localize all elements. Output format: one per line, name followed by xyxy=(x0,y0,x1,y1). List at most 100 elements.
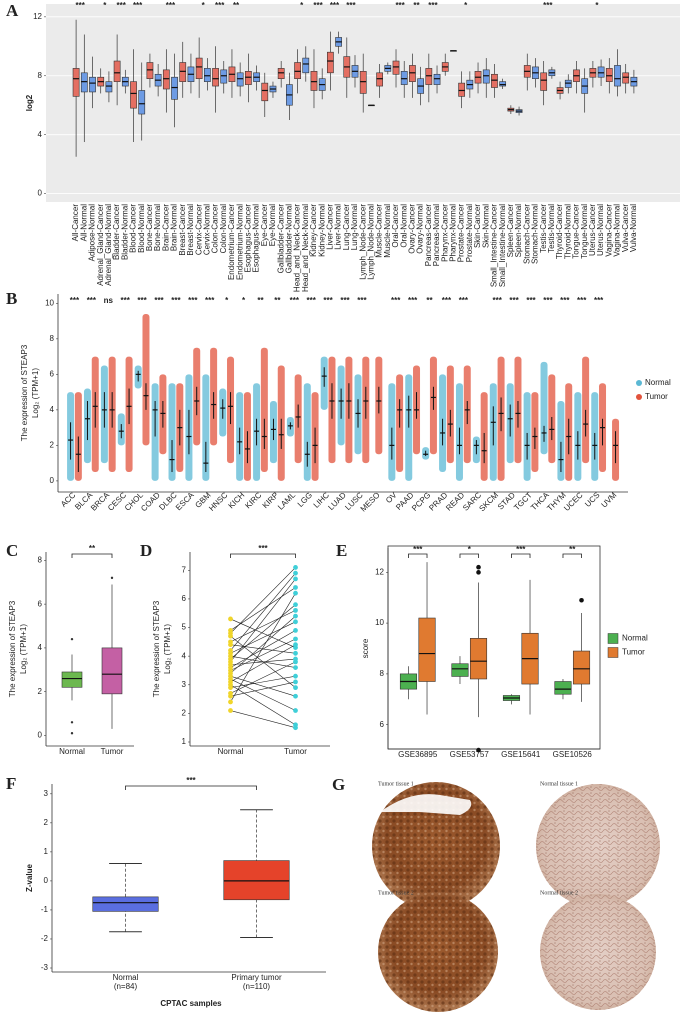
y-axis-label: log2 xyxy=(25,94,34,111)
box xyxy=(195,57,203,79)
x-tick-label: Testis-Cancer xyxy=(539,204,548,253)
y-tick-label: 4 xyxy=(38,643,43,652)
significance-bracket xyxy=(71,553,113,558)
significance-label: ns xyxy=(104,296,114,305)
x-tick-label: Stomach-Cancer xyxy=(522,204,531,264)
point xyxy=(293,642,298,648)
x-tick-label: Adipose-Normal xyxy=(88,204,97,262)
significance-label: *** xyxy=(171,296,181,305)
x-tick-label: Oral-Cancer xyxy=(391,204,400,248)
point xyxy=(228,679,233,685)
significance-label: *** xyxy=(307,296,317,305)
significance-label: ** xyxy=(569,545,576,554)
box xyxy=(469,638,488,680)
box xyxy=(236,72,244,87)
x-tick-label: Normal xyxy=(113,973,139,982)
significance-label: *** xyxy=(346,1,356,10)
box xyxy=(614,65,621,87)
legend-label: Tumor xyxy=(622,648,645,657)
significance-label: *** xyxy=(516,545,526,554)
tissue-images xyxy=(372,782,660,1012)
point xyxy=(228,670,233,676)
x-tick-label: Vulva-Normal xyxy=(629,204,638,252)
box xyxy=(499,81,507,87)
significance-label: *** xyxy=(133,1,143,10)
y-tick-label: 2 xyxy=(182,708,187,717)
pair-line xyxy=(230,572,296,651)
x-tick-label: Colon-Normal xyxy=(219,204,228,254)
x-tick-label: All-Cancer xyxy=(71,204,80,242)
x-tick-label: Esophagus-Normal xyxy=(252,204,261,273)
y-tick-label: 1 xyxy=(182,737,187,746)
x-tick-label: Small_Intestine-Normal xyxy=(498,204,507,287)
x-tick-label: Adrenal_Gland-Cancer xyxy=(96,204,105,286)
x-tick-label: Thyroid-Normal xyxy=(563,204,572,259)
point xyxy=(293,628,298,633)
point xyxy=(293,602,298,608)
box xyxy=(605,68,613,82)
pair-line xyxy=(230,661,296,694)
box xyxy=(113,60,121,82)
box xyxy=(223,860,290,901)
box xyxy=(261,82,269,102)
panel-letter: F xyxy=(6,774,16,793)
x-tick-label: Endometrium-Cancer xyxy=(227,204,236,280)
y-tick-label: 2 xyxy=(50,440,55,449)
box xyxy=(203,68,211,82)
x-tick-label: Skin-Cancer xyxy=(473,204,482,248)
y-tick-label: 8 xyxy=(380,669,385,678)
box xyxy=(138,90,146,115)
point xyxy=(293,673,298,679)
box xyxy=(327,51,334,74)
pair-line xyxy=(230,618,296,648)
outlier xyxy=(110,576,114,580)
box xyxy=(554,681,572,695)
plot-border xyxy=(387,545,601,750)
significance-label: *** xyxy=(408,296,418,305)
x-tick-label: LUAD xyxy=(326,490,348,512)
pair-line xyxy=(230,615,296,674)
point xyxy=(228,699,233,705)
pair-line xyxy=(230,681,296,697)
x-tick-label: Liver-Normal xyxy=(334,204,343,250)
y-tick-label: 3 xyxy=(182,680,187,689)
x-tick-label: Pancreas-Normal xyxy=(432,204,441,266)
significance-label: *** xyxy=(340,296,350,305)
x-tick-label: SKCM xyxy=(477,490,500,513)
box xyxy=(564,79,572,88)
point-cloud xyxy=(540,361,548,455)
point-cloud xyxy=(260,347,268,473)
panel-letter: C xyxy=(6,541,18,560)
x-tick-label: GSE10526 xyxy=(553,750,593,759)
legend-swatch xyxy=(636,394,642,400)
point xyxy=(228,628,233,633)
y-tick-label: 4 xyxy=(38,130,43,139)
significance-label: *** xyxy=(186,776,196,785)
significance-label: *** xyxy=(395,1,405,10)
outlier xyxy=(476,564,481,570)
pair-line xyxy=(230,567,296,634)
significance-label: *** xyxy=(509,296,519,305)
x-tick-label: Colon-Cancer xyxy=(211,204,220,254)
x-tick-label: Spleen-Normal xyxy=(514,204,523,258)
y-tick-label: 5 xyxy=(182,623,187,632)
significance-label: *** xyxy=(428,1,438,10)
box xyxy=(433,73,441,85)
significance-label: *** xyxy=(442,296,452,305)
y-axis-label: Log₂ (TPM+1) xyxy=(19,624,28,674)
x-tick-label: Breast-Cancer xyxy=(178,204,187,256)
y-axis-label: score xyxy=(361,638,370,658)
box xyxy=(277,68,285,79)
point xyxy=(228,633,233,639)
significance-bracket xyxy=(125,785,257,790)
y-tick-label: 7 xyxy=(182,565,187,574)
x-tick-label: GSE53757 xyxy=(450,750,490,759)
x-tick-label: UVM xyxy=(600,490,619,509)
box xyxy=(89,76,96,93)
x-tick-label: Breast-Normal xyxy=(186,204,195,256)
x-tick-label: GSE36895 xyxy=(398,750,438,759)
significance-label: ** xyxy=(89,544,96,553)
legend-label: Normal xyxy=(622,634,648,643)
y-tick-label: 4 xyxy=(182,651,187,660)
significance-bracket xyxy=(408,553,428,558)
